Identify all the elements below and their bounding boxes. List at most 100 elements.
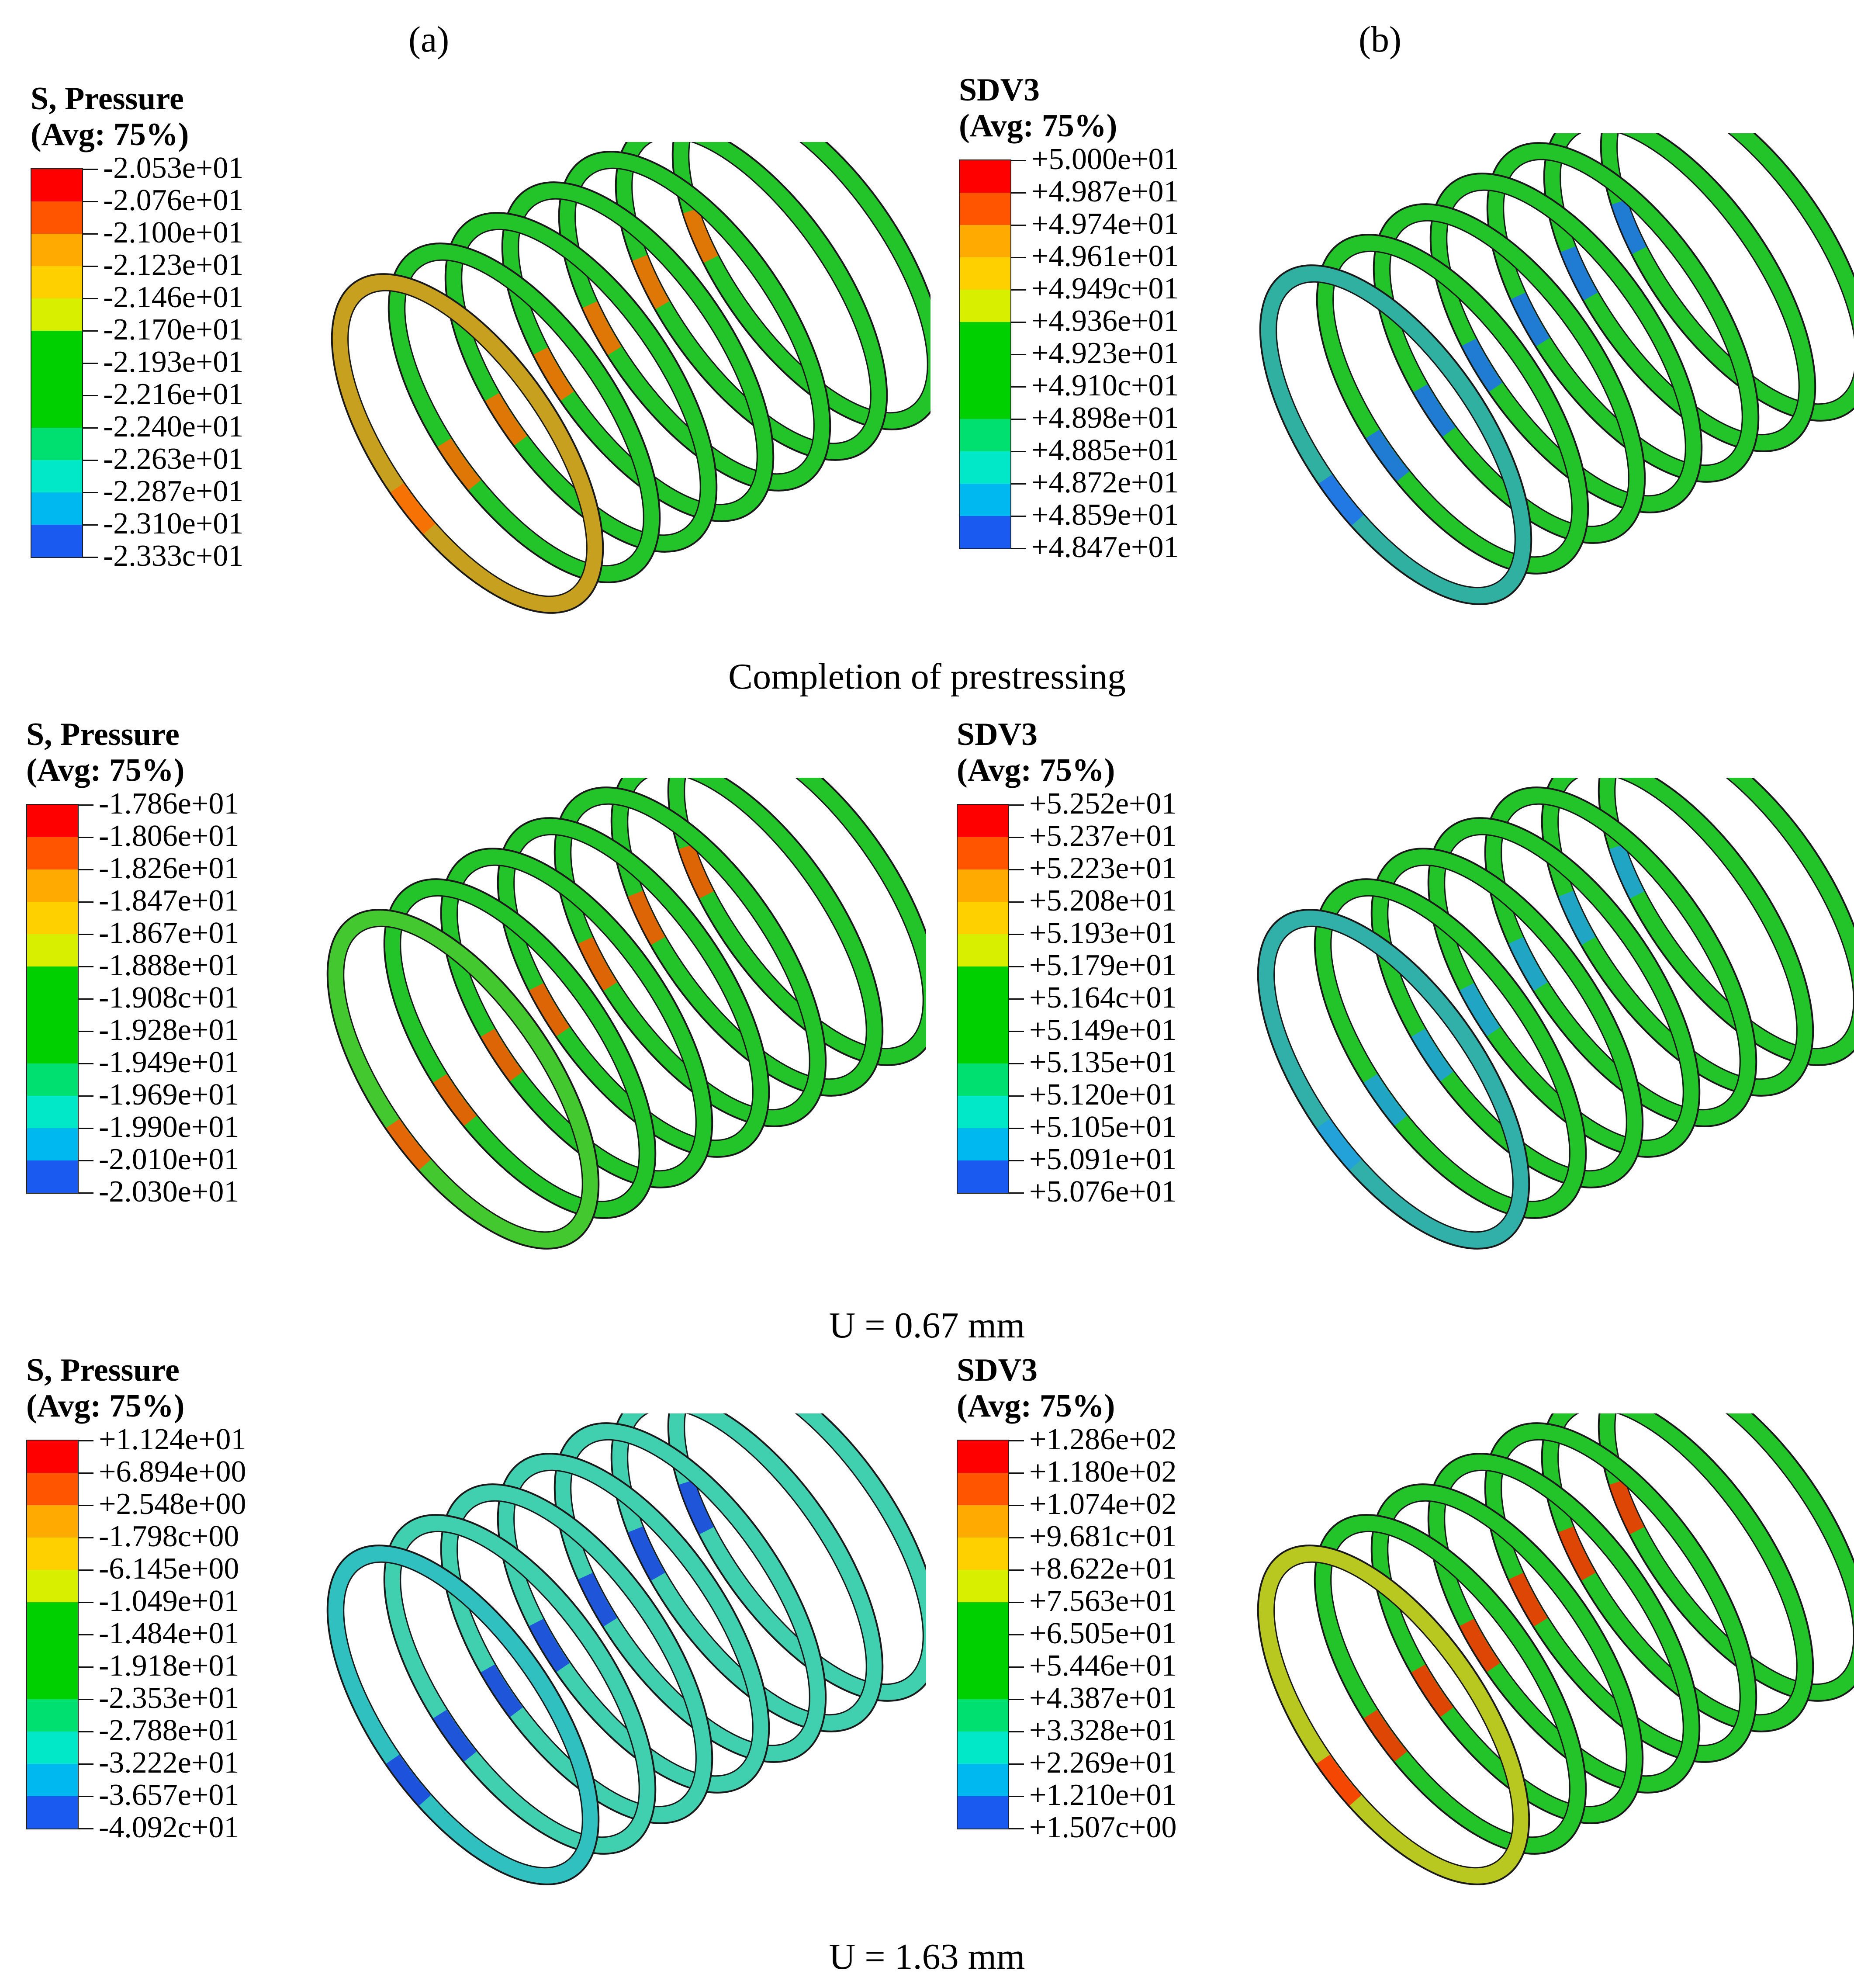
ring-accent [384,880,655,1218]
legend-tick [83,169,98,170]
ring-edge [1486,142,1760,483]
legend: SDV3 (Avg: 75%) +5.000e+01 +4.987e+01 +4.974… [959,72,1179,563]
ring-edge [627,1413,867,1716]
color-bar-segment [31,525,82,557]
legend: SDV3 (Avg: 75%) +5.252e+01 +5.237e+01 +5.223… [957,717,1177,1207]
ring-band [1428,1453,1700,1793]
legend-tick [79,869,93,870]
legend-tick-label: +5.135e+01 [1029,1046,1177,1079]
spring-rings-render [326,1413,926,1885]
ring-edge [387,242,661,583]
color-bar-segment [27,1096,78,1128]
ring [1598,778,1854,1066]
ring [331,273,604,614]
legend-tick-label: +5.252e+01 [1029,787,1177,821]
contour-panel: SDV3 (Avg: 75%) +1.286e+02 +1.180e+02 +1.074… [957,1352,1854,1951]
ring [1541,1413,1814,1732]
ring-edge [1387,864,1627,1172]
ring-band [672,142,930,430]
legend-tick-label: -4.092c+01 [99,1811,239,1844]
color-bar-segment [958,966,1008,999]
legend-tick [79,1031,93,1032]
legend-tick [79,966,93,967]
legend-title: SDV3 [957,1352,1038,1388]
ring-edge [331,273,604,614]
legend-title: SDV3 [959,72,1040,108]
color-bar-segment [958,1667,1008,1699]
color-bar-segment [27,1505,78,1538]
ring-edge [400,895,640,1202]
legend-tick [79,998,93,1000]
legend-tick-label: +7.563e+01 [1029,1584,1177,1618]
color-bar-segment [27,837,78,869]
legend-tick-label: +1.507c+00 [1029,1811,1177,1844]
legend-tick-label: -1.826e+01 [99,852,239,885]
ring-band [1543,133,1816,452]
ring-edge [1543,133,1816,452]
legend-tick [1009,1063,1024,1064]
legend-tick-label: +4.872e+01 [1031,466,1179,499]
ring-edge [1598,1413,1854,1702]
legend-tick-label: -2.076e+01 [103,184,244,217]
ring-edge [1330,1531,1570,1838]
color-bar-segment [960,225,1010,257]
legend-tick-label: +6.505e+01 [1029,1617,1177,1650]
color-bar-segment [27,805,78,837]
legend-tick [79,1063,93,1064]
legend-tick [1009,1128,1024,1129]
legend-tick-label: -2.146e+01 [103,281,244,314]
legend-tick [1011,451,1026,452]
legend-tick [79,1666,93,1668]
color-bar-segment [958,1764,1008,1796]
legend-tick [1009,934,1024,935]
legend-tick-label: -1.990e+01 [99,1110,239,1144]
legend-tick-label: +5.237e+01 [1029,819,1177,853]
legend-tick-label: -1.969e+01 [99,1078,239,1112]
legend-tick-label: +5.208e+01 [1029,884,1177,918]
ring-band [497,1453,770,1793]
legend-tick [83,460,98,461]
ring-band [668,778,926,1066]
color-bar-segment [960,451,1010,484]
legend-tick [1009,1440,1024,1441]
legend-tick-label: +4.974e+01 [1031,207,1179,241]
ring-edge [558,151,831,492]
color-bar [959,159,1011,549]
ring-accent [1372,849,1643,1187]
legend-tick-label: -3.222e+01 [99,1746,239,1780]
ring-band [554,1423,827,1763]
color-bar-segment [31,395,82,428]
legend-subtitle: (Avg: 75%) [31,117,189,152]
ring-accent [1258,910,1529,1248]
legend-tick [79,1569,93,1571]
color-bar [957,804,1009,1194]
ring [440,848,713,1188]
color-bar [957,1440,1009,1829]
ring [1257,1545,1530,1885]
ring-band [1541,1413,1814,1732]
legend-tick [1011,419,1026,420]
ring [1257,909,1530,1250]
ring-edge [457,1500,697,1808]
ring-accent [1258,1546,1529,1884]
legend-tick-label: +2.548e+00 [99,1487,246,1521]
ring-band [1430,173,1702,513]
legend-tick-label: +4.885e+01 [1031,433,1179,467]
legend-tick-label: -2.010e+01 [99,1143,239,1176]
ring-edge [1503,159,1743,466]
legend-tick-label: +4.910c+01 [1031,369,1179,402]
color-bar-segment [958,869,1008,902]
color-bar-segment [960,484,1010,516]
ring-accent [332,274,603,613]
color-bar-segment [960,193,1010,225]
legend-tick [1011,257,1026,258]
ring-edge [570,803,810,1111]
ring-edge [553,786,827,1127]
color-bar-segment [960,354,1010,387]
ring-edge [1484,786,1757,1127]
legend-tick [1011,322,1026,323]
ring-edge [610,1413,884,1732]
ring-edge [326,1545,600,1885]
ring-edge [1560,133,1800,436]
legend-tick [1009,1569,1024,1571]
